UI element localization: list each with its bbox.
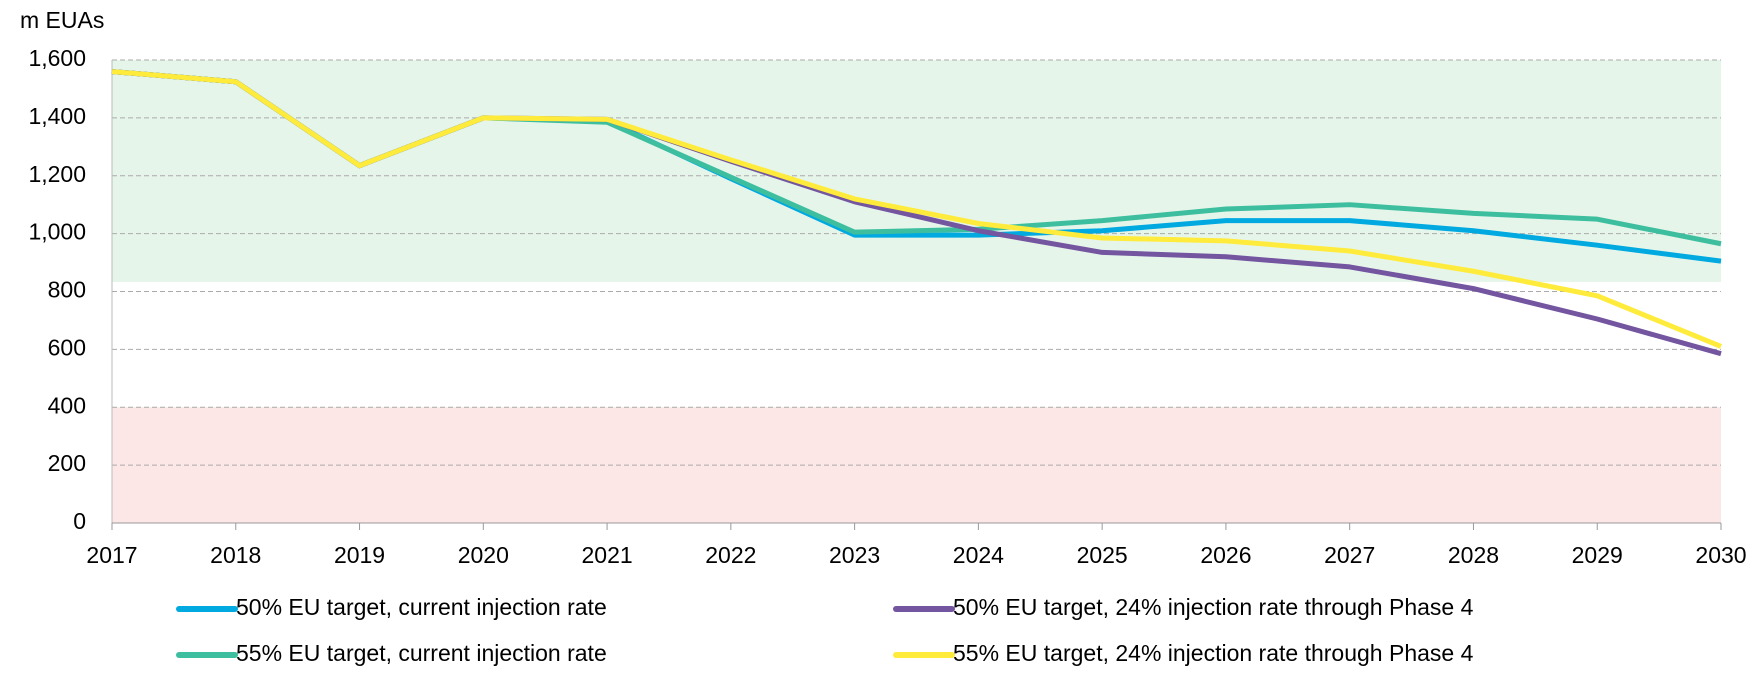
x-tick-label: 2027 (1324, 542, 1375, 568)
x-tick-label: 2020 (458, 542, 509, 568)
y-tick-label: 800 (48, 277, 86, 303)
x-tick-label: 2025 (1077, 542, 1128, 568)
y-tick-label: 600 (48, 334, 86, 360)
y-tick-label: 1,000 (28, 219, 86, 245)
y-tick-label: 400 (48, 392, 86, 418)
x-tick-label: 2019 (334, 542, 385, 568)
y-tick-label: 1,600 (28, 45, 86, 71)
x-tick-label: 2029 (1572, 542, 1623, 568)
legend-label: 50% EU target, 24% injection rate throug… (953, 594, 1474, 620)
legend-label: 55% EU target, current injection rate (236, 640, 607, 666)
y-axis-label: m EUAs (20, 7, 104, 33)
y-tick-label: 0 (73, 508, 86, 534)
x-tick-label: 2017 (86, 542, 137, 568)
x-tick-label: 2026 (1200, 542, 1251, 568)
x-tick-label: 2018 (210, 542, 261, 568)
y-tick-label: 1,400 (28, 103, 86, 129)
y-tick-label: 200 (48, 450, 86, 476)
legend-label: 55% EU target, 24% injection rate throug… (953, 640, 1474, 666)
x-tick-label: 2028 (1448, 542, 1499, 568)
band (112, 60, 1721, 282)
legend-label: 50% EU target, current injection rate (236, 594, 607, 620)
x-tick-label: 2023 (829, 542, 880, 568)
series-line (111, 69, 1722, 349)
y-tick-label: 1,200 (28, 161, 86, 187)
x-tick-label: 2022 (705, 542, 756, 568)
x-tick-label: 2021 (581, 542, 632, 568)
x-tick-label: 2030 (1695, 542, 1746, 568)
x-tick-label: 2024 (953, 542, 1004, 568)
